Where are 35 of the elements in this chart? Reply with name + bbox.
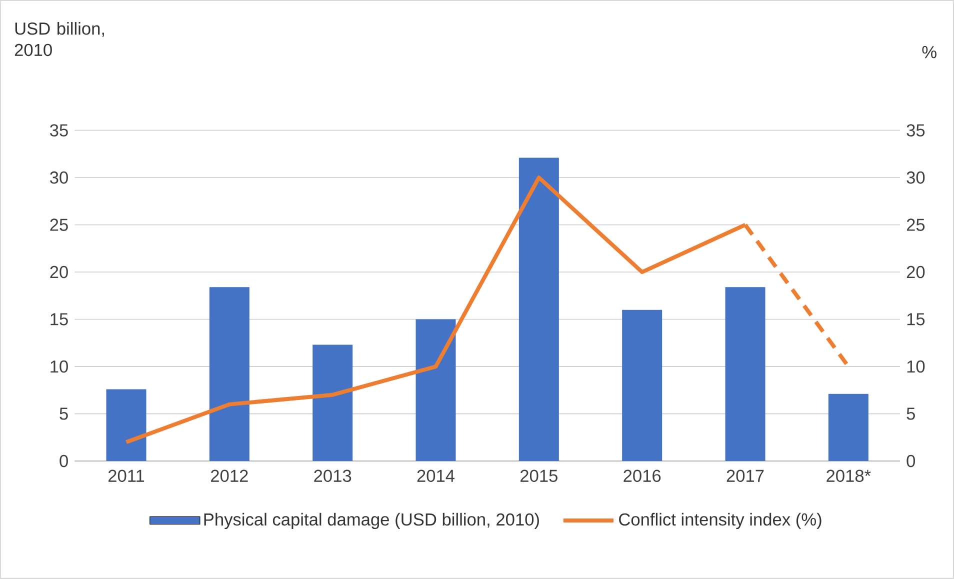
y2-tick-label: 20 <box>906 266 925 278</box>
y-tick-label: 5 <box>60 408 68 420</box>
x-tick-label: 2017 <box>726 470 764 482</box>
bar <box>416 319 456 461</box>
y-tick-label: 15 <box>50 313 68 326</box>
y2-tick-label: 30 <box>906 171 925 184</box>
bar <box>106 389 146 461</box>
x-tick-label: 2015 <box>520 470 558 482</box>
y-tick-label: 35 <box>50 124 68 136</box>
bar <box>312 344 353 461</box>
x-tick-label: 2014 <box>417 470 455 482</box>
y-tick-label: 30 <box>50 171 68 184</box>
y-tick-label: 0 <box>60 454 68 468</box>
bar <box>622 310 662 461</box>
y-tick-label: 25 <box>50 218 68 231</box>
y2-tick-label: 0 <box>906 454 916 468</box>
x-tick-label: 2016 <box>624 470 661 482</box>
bar <box>209 287 250 461</box>
legend-label: Physical capital damage (USD billion, 2010) <box>204 512 539 530</box>
y-tick-label: 10 <box>50 360 68 373</box>
y2-tick-label: 25 <box>906 218 925 231</box>
x-tick-label: 2012 <box>211 470 248 482</box>
y-axis-title: USD billion, 2010 <box>14 22 104 56</box>
x-tick-label: 2018* <box>826 470 871 482</box>
y2-tick-label: 15 <box>907 313 925 326</box>
legend-label: Conflict intensity index (%) <box>619 512 822 530</box>
y2-axis-title: % <box>922 46 936 58</box>
y-tick-label: 20 <box>50 266 68 278</box>
x-tick-label: 2011 <box>108 470 144 482</box>
bar <box>518 158 559 461</box>
bar <box>828 394 868 461</box>
y2-tick-label: 5 <box>906 408 915 420</box>
y2-tick-label: 10 <box>907 360 925 373</box>
y2-tick-label: 35 <box>906 124 925 136</box>
x-tick-label: 2013 <box>314 470 352 482</box>
